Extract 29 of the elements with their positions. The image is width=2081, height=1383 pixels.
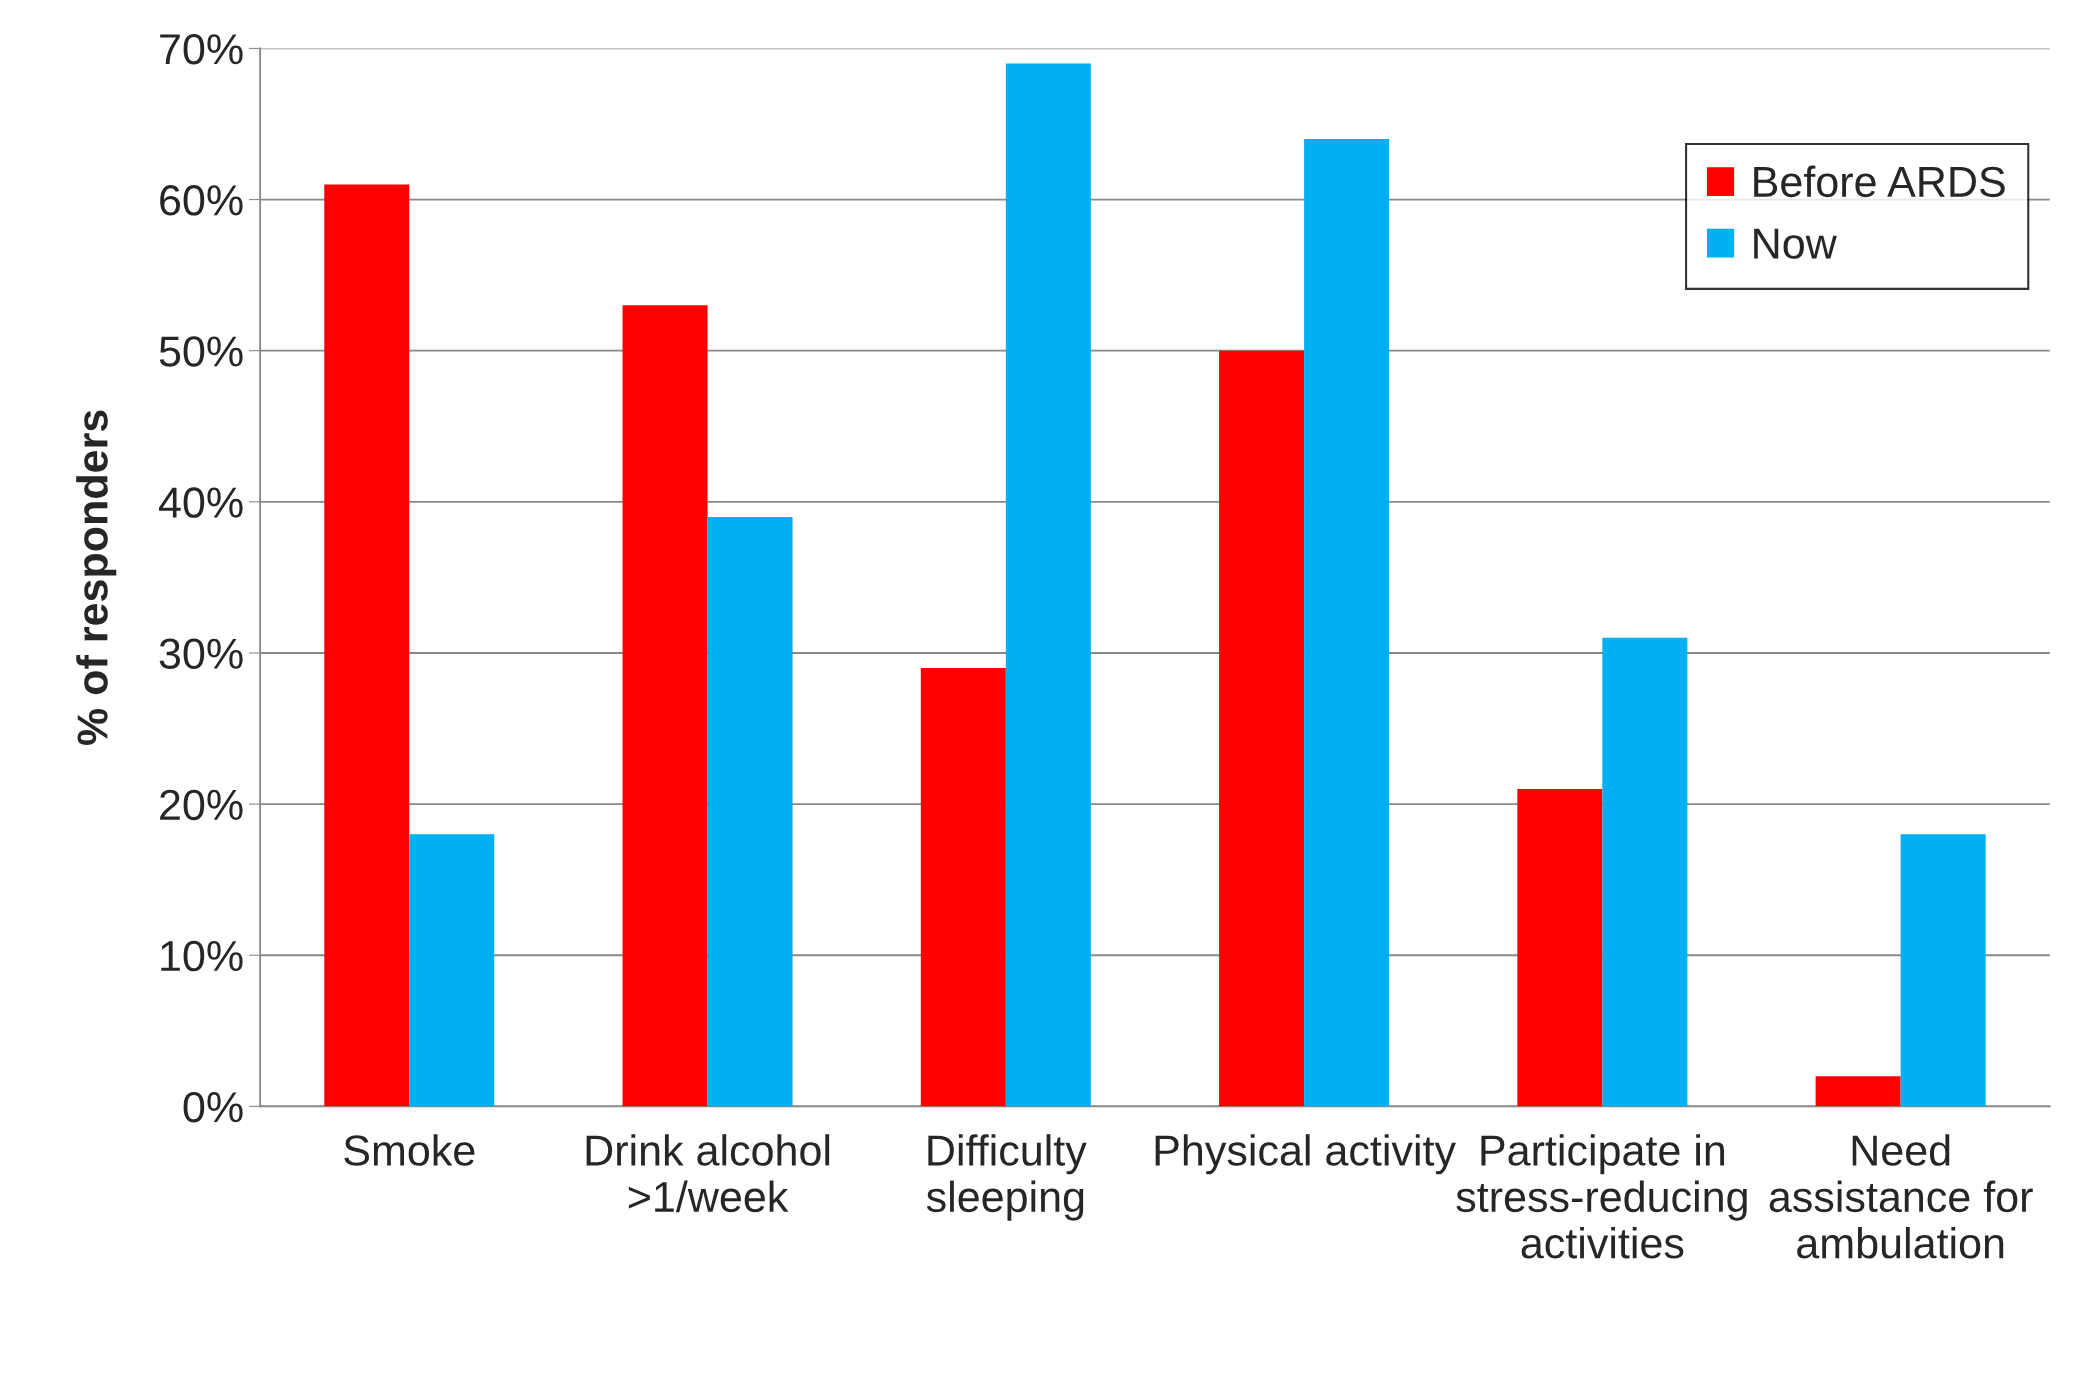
x-tick-label: Need assistance for ambulation — [1769, 1134, 2033, 1259]
bar — [1815, 1076, 1901, 1107]
x-tick-label: Smoke — [344, 1134, 475, 1166]
x-tick-label: Physical activity — [1155, 1134, 1456, 1175]
bar — [1005, 63, 1091, 1107]
y-tick-label: 20% — [160, 789, 243, 821]
y-tick-label: 40% — [158, 487, 243, 518]
bar — [622, 305, 708, 1107]
y-axis-title: % of responders — [76, 410, 117, 745]
bar — [1304, 139, 1390, 1107]
bar — [409, 834, 495, 1107]
bar — [1517, 789, 1603, 1107]
y-tick-label: 50% — [159, 336, 243, 367]
y-tick-label: 30% — [159, 638, 243, 669]
bar — [1900, 834, 1986, 1107]
bar — [707, 516, 793, 1107]
y-tick-label: 70% — [160, 33, 243, 65]
legend-label: Before ARDS — [1754, 165, 2005, 198]
legend-label: Now — [1754, 228, 1837, 259]
x-tick-label: Drink alcohol >1/week — [586, 1134, 830, 1213]
bar — [1602, 637, 1688, 1107]
x-tick-label: Difficulty sleeping — [926, 1134, 1087, 1221]
bar — [1219, 350, 1305, 1107]
y-tick-label: 10% — [161, 940, 243, 972]
bar — [920, 668, 1006, 1107]
y-tick-label: 0% — [183, 1091, 243, 1123]
bar — [324, 184, 410, 1107]
y-tick-label: 60% — [160, 185, 243, 216]
x-tick-label: Participate in stress-reducing activities — [1456, 1134, 1747, 1259]
